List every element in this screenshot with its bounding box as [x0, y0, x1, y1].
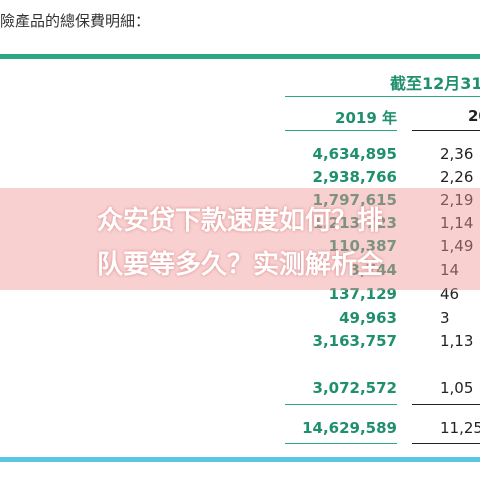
cell: 2,26 — [440, 168, 474, 186]
rule — [412, 443, 480, 444]
cell: 46 — [440, 285, 460, 303]
cell: 49,963 — [339, 309, 397, 327]
cell: 3 — [440, 309, 450, 327]
rule — [285, 96, 480, 97]
cell: 14 — [440, 261, 460, 279]
cell: 4,634,895 — [312, 145, 397, 163]
rule — [0, 54, 480, 59]
cell: 3,744 — [349, 261, 397, 279]
cell: 1,49 — [440, 237, 474, 255]
overlay-text: 队要等多久？实测解析全 — [96, 250, 383, 280]
cell: 1,797,615 — [312, 191, 397, 209]
cell: 2,938,766 — [312, 168, 397, 186]
rule — [412, 404, 480, 405]
cell: 1,14 — [440, 214, 474, 232]
cell: 2,19 — [440, 191, 474, 209]
cell: 11,25 — [440, 419, 480, 437]
cell: 1,213,723 — [312, 214, 397, 232]
cell: 137,129 — [328, 285, 397, 303]
rule — [285, 443, 397, 444]
overlay-banner — [0, 188, 480, 290]
cell: 1,13 — [440, 332, 474, 350]
period-header: 截至12月31 — [390, 74, 480, 93]
rule — [285, 130, 397, 131]
cell: 1,05 — [440, 379, 474, 397]
cell: 110,387 — [328, 237, 397, 255]
rule — [412, 130, 480, 131]
rule — [285, 404, 397, 405]
cell: 14,629,589 — [302, 419, 397, 437]
cell: 2,36 — [440, 145, 474, 163]
title: 險產品的總保費明細： — [0, 12, 151, 30]
cell: 3,163,757 — [312, 332, 397, 350]
cell: 3,072,572 — [312, 379, 397, 397]
column-header: 20 — [468, 107, 480, 125]
rule — [0, 457, 480, 462]
overlay-text: 众安贷下款速度如何？排 — [96, 206, 383, 236]
column-header: 2019 年 — [335, 109, 397, 127]
